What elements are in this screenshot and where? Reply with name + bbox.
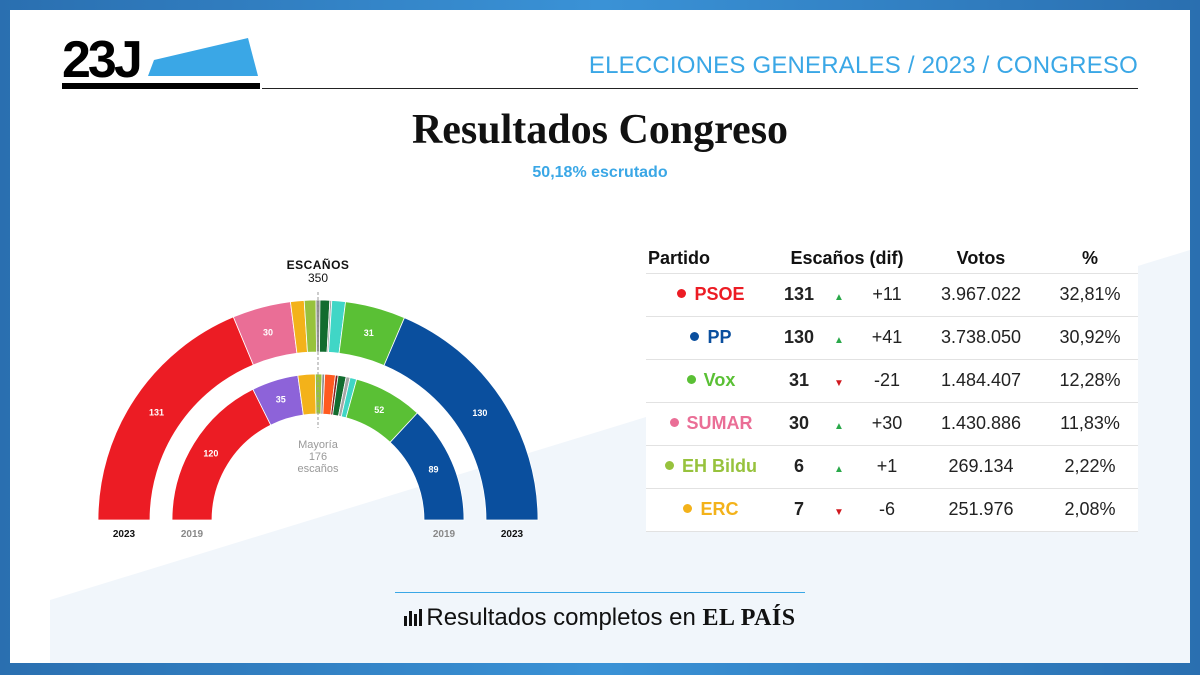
bar-chart-icon	[404, 608, 423, 626]
seat-diff-cell: +1	[854, 445, 920, 489]
section-title: ELECCIONES GENERALES / 2023 / CONGRESO	[588, 52, 1138, 79]
table-row: PP 130 ▲ +41 3.738.050 30,92%	[646, 316, 1138, 360]
seat-count-label: 31	[364, 328, 374, 338]
seats-total: 350	[308, 271, 328, 285]
party-cell: Vox	[646, 359, 774, 403]
seat-count-label: 130	[472, 408, 487, 418]
pct-cell: 2,22%	[1042, 445, 1138, 489]
votes-cell: 269.134	[920, 445, 1042, 489]
seats-cell: 131	[774, 273, 824, 317]
hemicycle-segment-2019-pp	[389, 412, 465, 521]
trend-down-icon: ▼	[824, 488, 854, 532]
seats-title: ESCAÑOS	[287, 257, 350, 272]
party-color-dot	[665, 461, 674, 470]
party-cell: PP	[646, 316, 774, 360]
hemicycle-segment-2023-pp	[383, 317, 539, 521]
votes-cell: 251.976	[920, 488, 1042, 532]
count-progress: 50,18% escrutado	[532, 164, 668, 181]
results-table: Partido Escaños (dif) Votos % PSOE 131 ▲ +1…	[646, 245, 1138, 532]
party-cell: PSOE	[646, 273, 774, 317]
party-cell: SUMAR	[646, 402, 774, 446]
party-name: Vox	[703, 370, 736, 390]
party-name: EH Bildu	[682, 456, 757, 476]
results-card: 23J ELECCIONES GENERALES / 2023 / CONGRE…	[10, 10, 1190, 663]
footer-divider	[395, 592, 805, 593]
logo-shape-icon	[148, 38, 258, 76]
votes-cell: 3.967.022	[920, 273, 1042, 317]
el-pais-logo: EL PAÍS	[702, 605, 796, 631]
year-label-left: 2019	[181, 529, 204, 540]
column-header-party: Partido	[646, 245, 774, 274]
party-name: PSOE	[694, 284, 745, 304]
seat-diff-cell: -21	[854, 359, 920, 403]
table-header-row: Partido Escaños (dif) Votos %	[646, 245, 1138, 274]
seats-cell: 31	[774, 359, 824, 403]
seat-count-label: 89	[428, 465, 438, 475]
footer-link[interactable]: Resultados completos en EL PAÍS	[10, 604, 1190, 632]
column-header-votes: Votos	[920, 245, 1042, 274]
seats-cell: 7	[774, 488, 824, 532]
party-color-dot	[677, 289, 687, 298]
pct-cell: 30,92%	[1042, 316, 1138, 360]
party-cell: ERC	[646, 488, 774, 532]
column-header-pct: %	[1042, 245, 1138, 274]
logo-underline	[62, 83, 260, 89]
seat-diff-cell: -6	[854, 488, 920, 532]
trend-down-icon: ▼	[824, 359, 854, 403]
table-row: Vox 31 ▼ -21 1.484.407 12,28%	[646, 359, 1138, 403]
party-color-dot	[669, 418, 679, 427]
seat-diff-cell: +11	[854, 273, 920, 317]
trend-up-icon: ▲	[824, 402, 854, 446]
party-name: PP	[707, 327, 732, 347]
election-logo: 23J	[62, 31, 262, 89]
footer-text: Resultados completos en	[426, 604, 696, 631]
pct-cell: 11,83%	[1042, 402, 1138, 446]
majority-label: 176	[309, 451, 327, 463]
party-cell: EH Bildu	[646, 445, 774, 489]
header-divider	[262, 88, 1138, 89]
party-name: ERC	[700, 499, 739, 519]
party-color-dot	[683, 504, 693, 513]
votes-cell: 1.484.407	[920, 359, 1042, 403]
party-color-dot	[690, 332, 700, 341]
trend-up-icon: ▲	[824, 273, 854, 317]
trend-up-icon: ▲	[824, 316, 854, 360]
table-row: EH Bildu 6 ▲ +1 269.134 2,22%	[646, 445, 1138, 489]
table-row: ERC 7 ▼ -6 251.976 2,08%	[646, 488, 1138, 532]
year-label-right: 2019	[433, 529, 456, 540]
trend-up-icon: ▲	[824, 445, 854, 489]
year-label-right: 2023	[501, 529, 524, 540]
votes-cell: 1.430.886	[920, 402, 1042, 446]
seats-cell: 6	[774, 445, 824, 489]
seat-count-label: 52	[374, 405, 384, 415]
table-row: SUMAR 30 ▲ +30 1.430.886 11,83%	[646, 402, 1138, 446]
majority-label: Mayoría	[298, 439, 339, 451]
year-label-left: 2023	[113, 529, 136, 540]
votes-cell: 3.738.050	[920, 316, 1042, 360]
pct-cell: 32,81%	[1042, 273, 1138, 317]
seat-diff-cell: +41	[854, 316, 920, 360]
seats-cell: 30	[774, 402, 824, 446]
majority-label: escaños	[298, 463, 339, 475]
seats-cell: 130	[774, 316, 824, 360]
seat-count-label: 35	[276, 395, 286, 405]
party-color-dot	[686, 375, 696, 384]
seat-count-label: 131	[149, 407, 164, 417]
seat-diff-cell: +30	[854, 402, 920, 446]
logo-text: 23J	[62, 31, 143, 89]
column-header-seats: Escaños (dif)	[774, 245, 920, 274]
hemicycle-chart: 131 30 31 130 2023 2023 120 35 52 89 2019 2019 ESCAÑ…	[70, 238, 570, 540]
pct-cell: 2,08%	[1042, 488, 1138, 532]
page-title: Resultados Congreso	[411, 107, 789, 153]
seat-count-label: 30	[263, 328, 273, 338]
pct-cell: 12,28%	[1042, 359, 1138, 403]
table-row: PSOE 131 ▲ +11 3.967.022 32,81%	[646, 273, 1138, 317]
hemicycle-svg: 131 30 31 130 2023 2023 120 35 52 89 2019 2019 ESCAÑ…	[97, 257, 539, 540]
party-name: SUMAR	[686, 413, 753, 433]
seat-count-label: 120	[203, 449, 218, 459]
